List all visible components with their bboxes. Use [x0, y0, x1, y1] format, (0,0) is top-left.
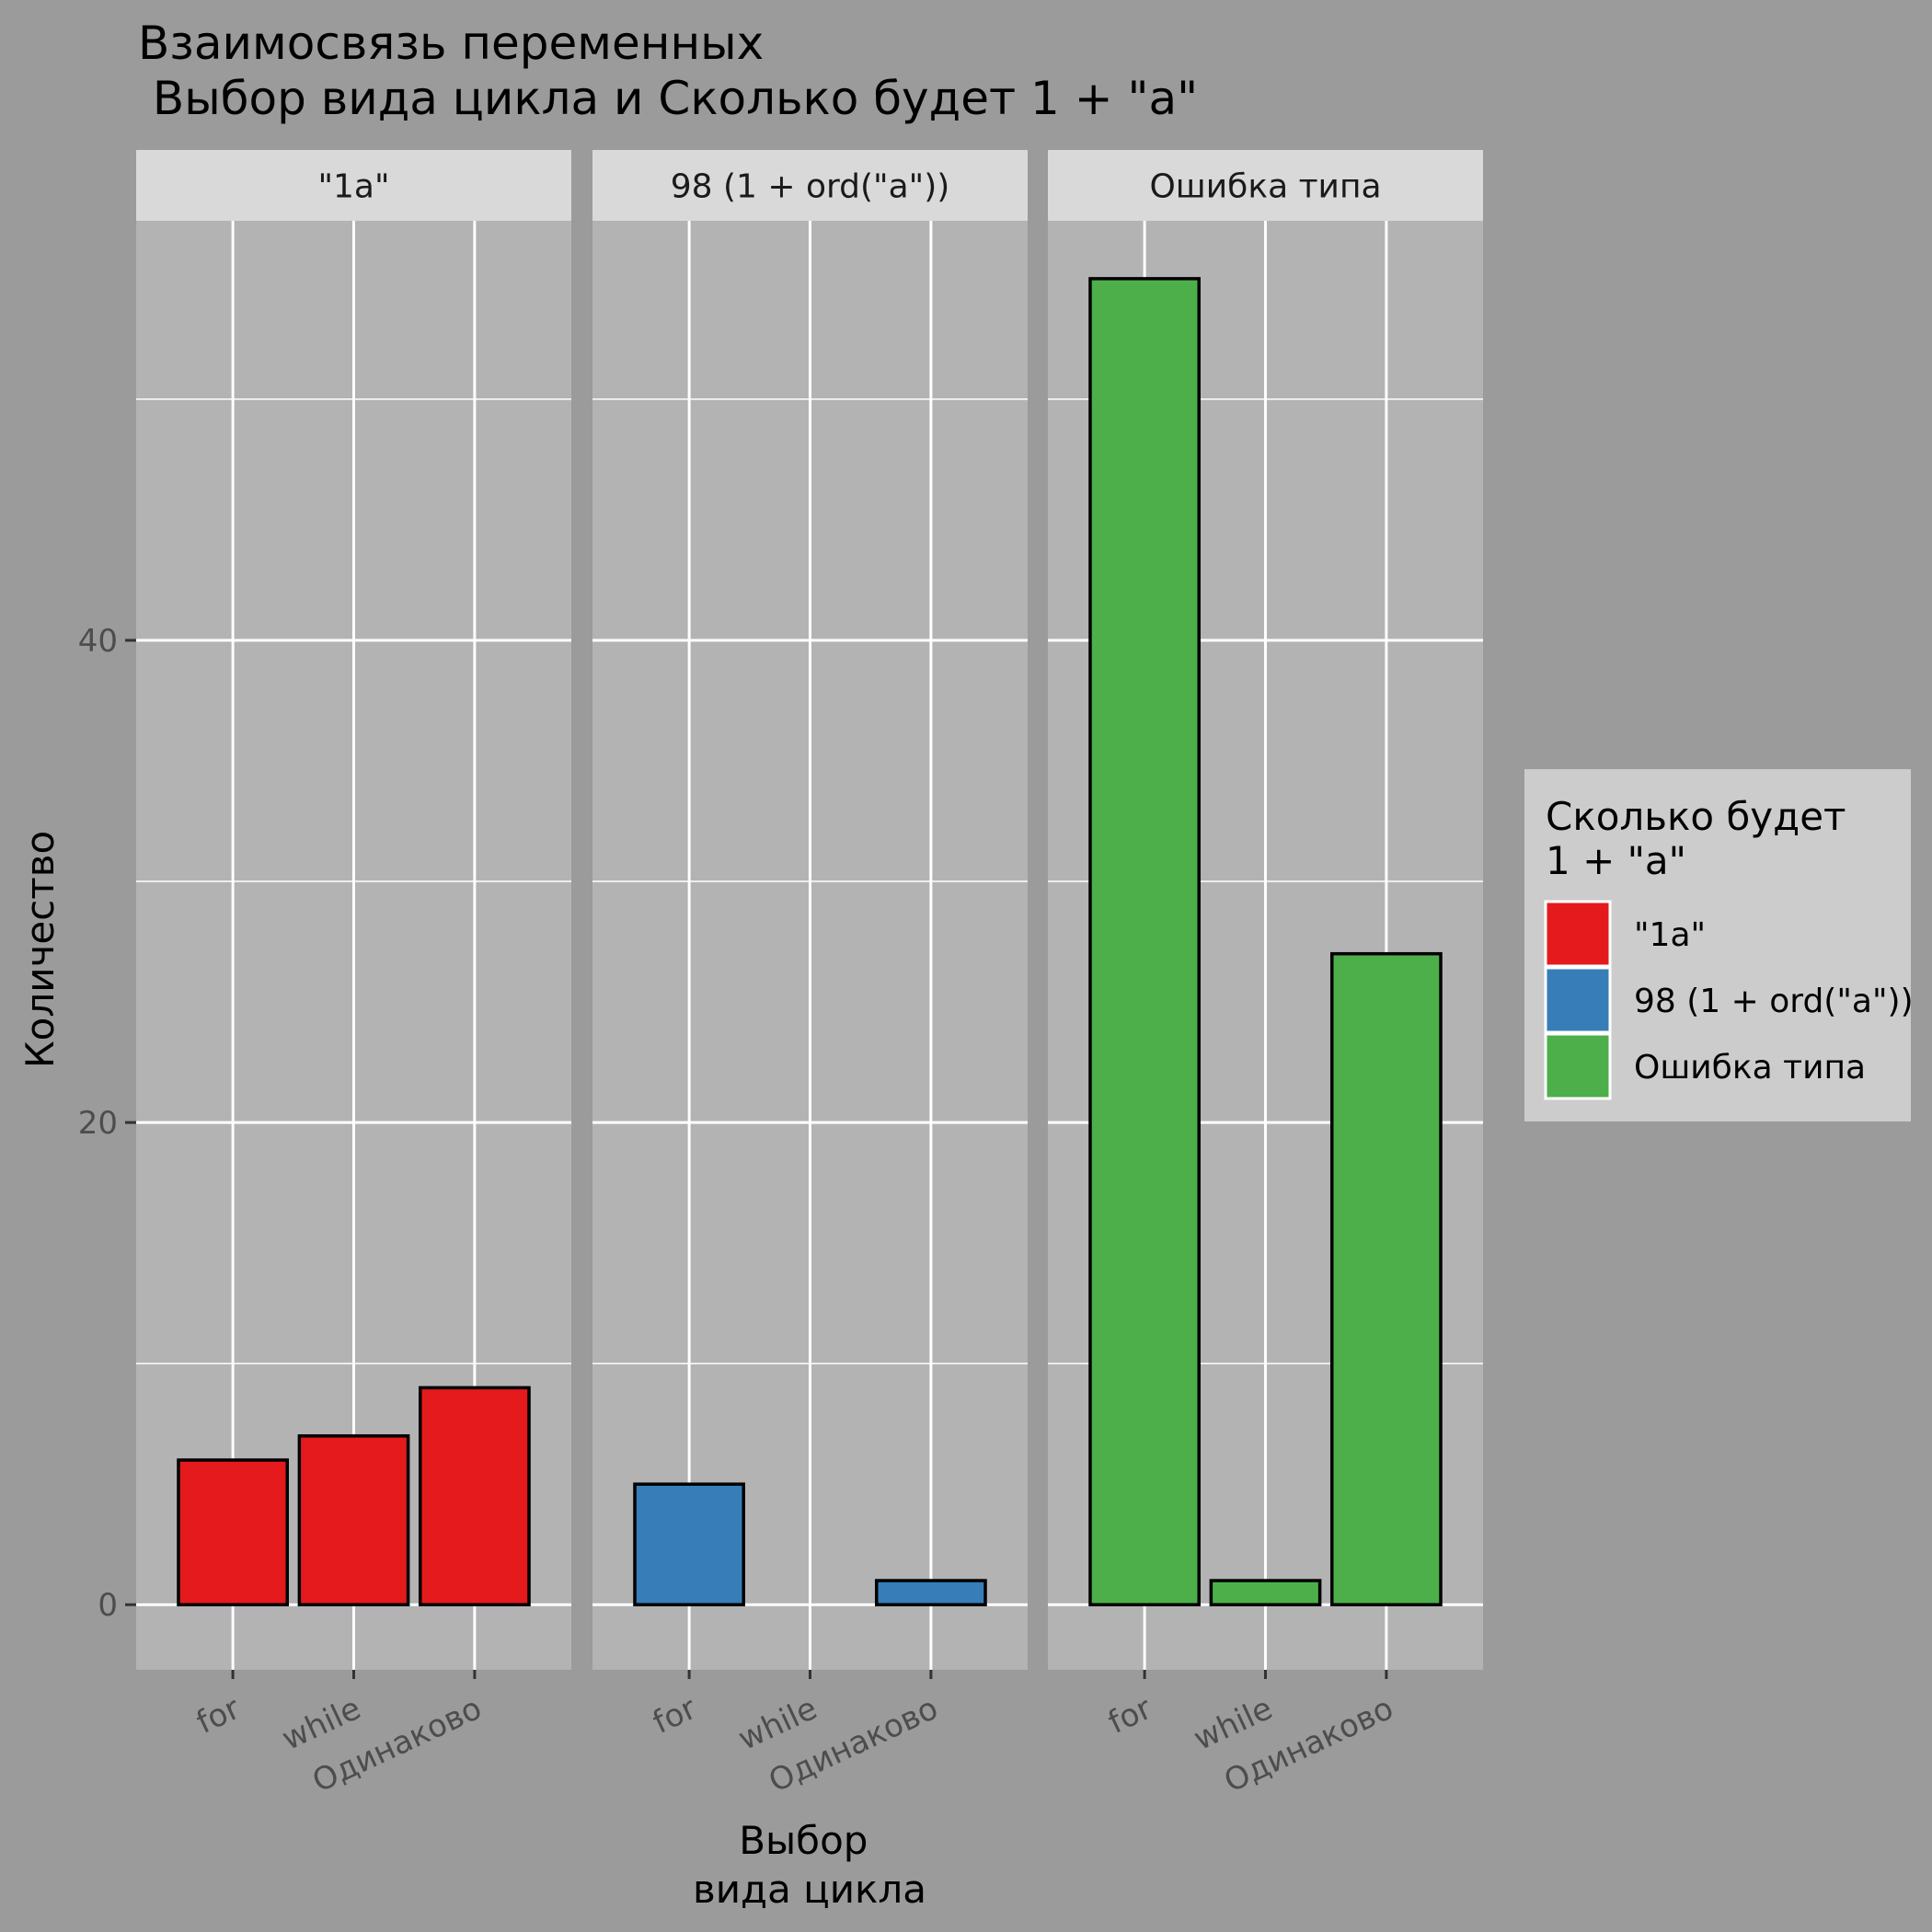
legend-title-line-2: 1 + "a": [1546, 838, 1686, 883]
x-axis-title: Выбор вида цикла: [693, 1818, 926, 1912]
bar: [419, 1386, 531, 1606]
legend-label: Ошибка типа: [1634, 1049, 1866, 1087]
legend-label: 98 (1 + ord("a")): [1634, 983, 1914, 1020]
chart-title-line-1: Взаимосвязь переменных: [138, 17, 764, 70]
y-axis-title: Количество: [17, 831, 63, 1068]
facet-strip: [1048, 150, 1483, 221]
legend-label: "1a": [1634, 916, 1706, 954]
chart-title-line-2: Выбор вида цикла и Сколько будет 1 + "a": [138, 72, 1198, 125]
facet-strip: [592, 150, 1028, 221]
facet-strip-label: 98 (1 + ord("a")): [671, 168, 950, 206]
legend-key: [1544, 966, 1612, 1034]
x-axis-title-line-2: вида цикла: [693, 1867, 926, 1912]
y-tick-label: 0: [98, 1587, 118, 1624]
facet-strip-label: Ошибка типа: [1149, 168, 1381, 206]
bar: [875, 1579, 987, 1606]
y-tick-label: 20: [78, 1105, 118, 1142]
facet-strip: [136, 150, 571, 221]
legend-title-line-1: Сколько будет: [1546, 794, 1846, 839]
bar: [297, 1434, 410, 1606]
bar: [177, 1458, 289, 1606]
chart-title: Взаимосвязь переменных Выбор вида цикла …: [138, 17, 1198, 125]
bar: [633, 1482, 745, 1606]
facet-strip-label: "1a": [317, 168, 389, 206]
legend-title: Сколько будет 1 + "a": [1546, 794, 1858, 883]
bar: [1209, 1579, 1322, 1606]
legend-item: 98 (1 + ord("a")): [1544, 966, 1914, 1034]
legend-key: [1544, 900, 1612, 968]
legend-item: "1a": [1544, 900, 1706, 968]
y-tick-label: 40: [78, 623, 118, 660]
legend: Сколько будет 1 + "a" "1a" 98 (1 + ord("a…: [1524, 769, 1914, 1121]
legend-item: Ошибка типа: [1544, 1032, 1866, 1100]
legend-key: [1544, 1032, 1612, 1100]
legend-items: "1a" 98 (1 + ord("a")) Ошибка типа: [1544, 900, 1914, 1100]
bar: [1330, 951, 1443, 1606]
x-axis-title-line-1: Выбор: [739, 1818, 868, 1863]
y-axis: 0 20 40: [78, 623, 136, 1624]
bar: [1088, 277, 1201, 1606]
